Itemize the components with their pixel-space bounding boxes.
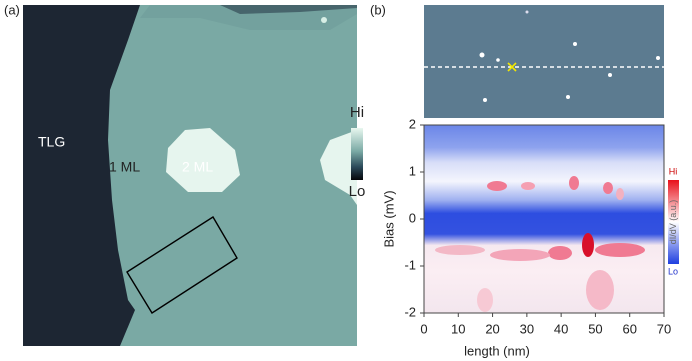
y-tick-label: -1	[404, 257, 416, 272]
colorbar-label: dI/dV (a.u.)	[668, 200, 678, 245]
colorbar	[668, 180, 679, 264]
y-axis-label: Bias (mV)	[381, 190, 396, 247]
x-tick-label: 70	[657, 321, 671, 336]
panel-label: (a)	[4, 2, 20, 17]
x-tick-label: 60	[622, 321, 636, 336]
heatmap	[424, 125, 664, 313]
y-tick-label: 0	[409, 210, 416, 225]
x-tick-label: 30	[520, 321, 534, 336]
topograph	[424, 5, 664, 118]
x-tick-label: 0	[420, 321, 427, 336]
x-tick-label: 40	[554, 321, 568, 336]
panel-label: (b)	[370, 2, 386, 17]
y-tick-label: 1	[409, 163, 416, 178]
colorbar	[351, 128, 363, 180]
colorbar-high: Hi	[350, 104, 364, 121]
colorbar-low: Lo	[349, 183, 366, 200]
annotation: 1 ML	[109, 159, 140, 175]
y-tick-label: 2	[409, 116, 416, 131]
x-tick-label: 10	[451, 321, 465, 336]
x-tick-label: 50	[588, 321, 602, 336]
stm-image	[23, 5, 357, 346]
x-tick-label: 20	[485, 321, 499, 336]
x-axis-label: length (nm)	[464, 343, 530, 358]
annotation: 2 ML	[182, 159, 213, 175]
y-tick-label: -2	[404, 304, 416, 319]
colorbar-low: Lo	[668, 266, 678, 276]
colorbar-high: Hi	[669, 166, 678, 176]
annotation: TLG	[38, 134, 65, 150]
